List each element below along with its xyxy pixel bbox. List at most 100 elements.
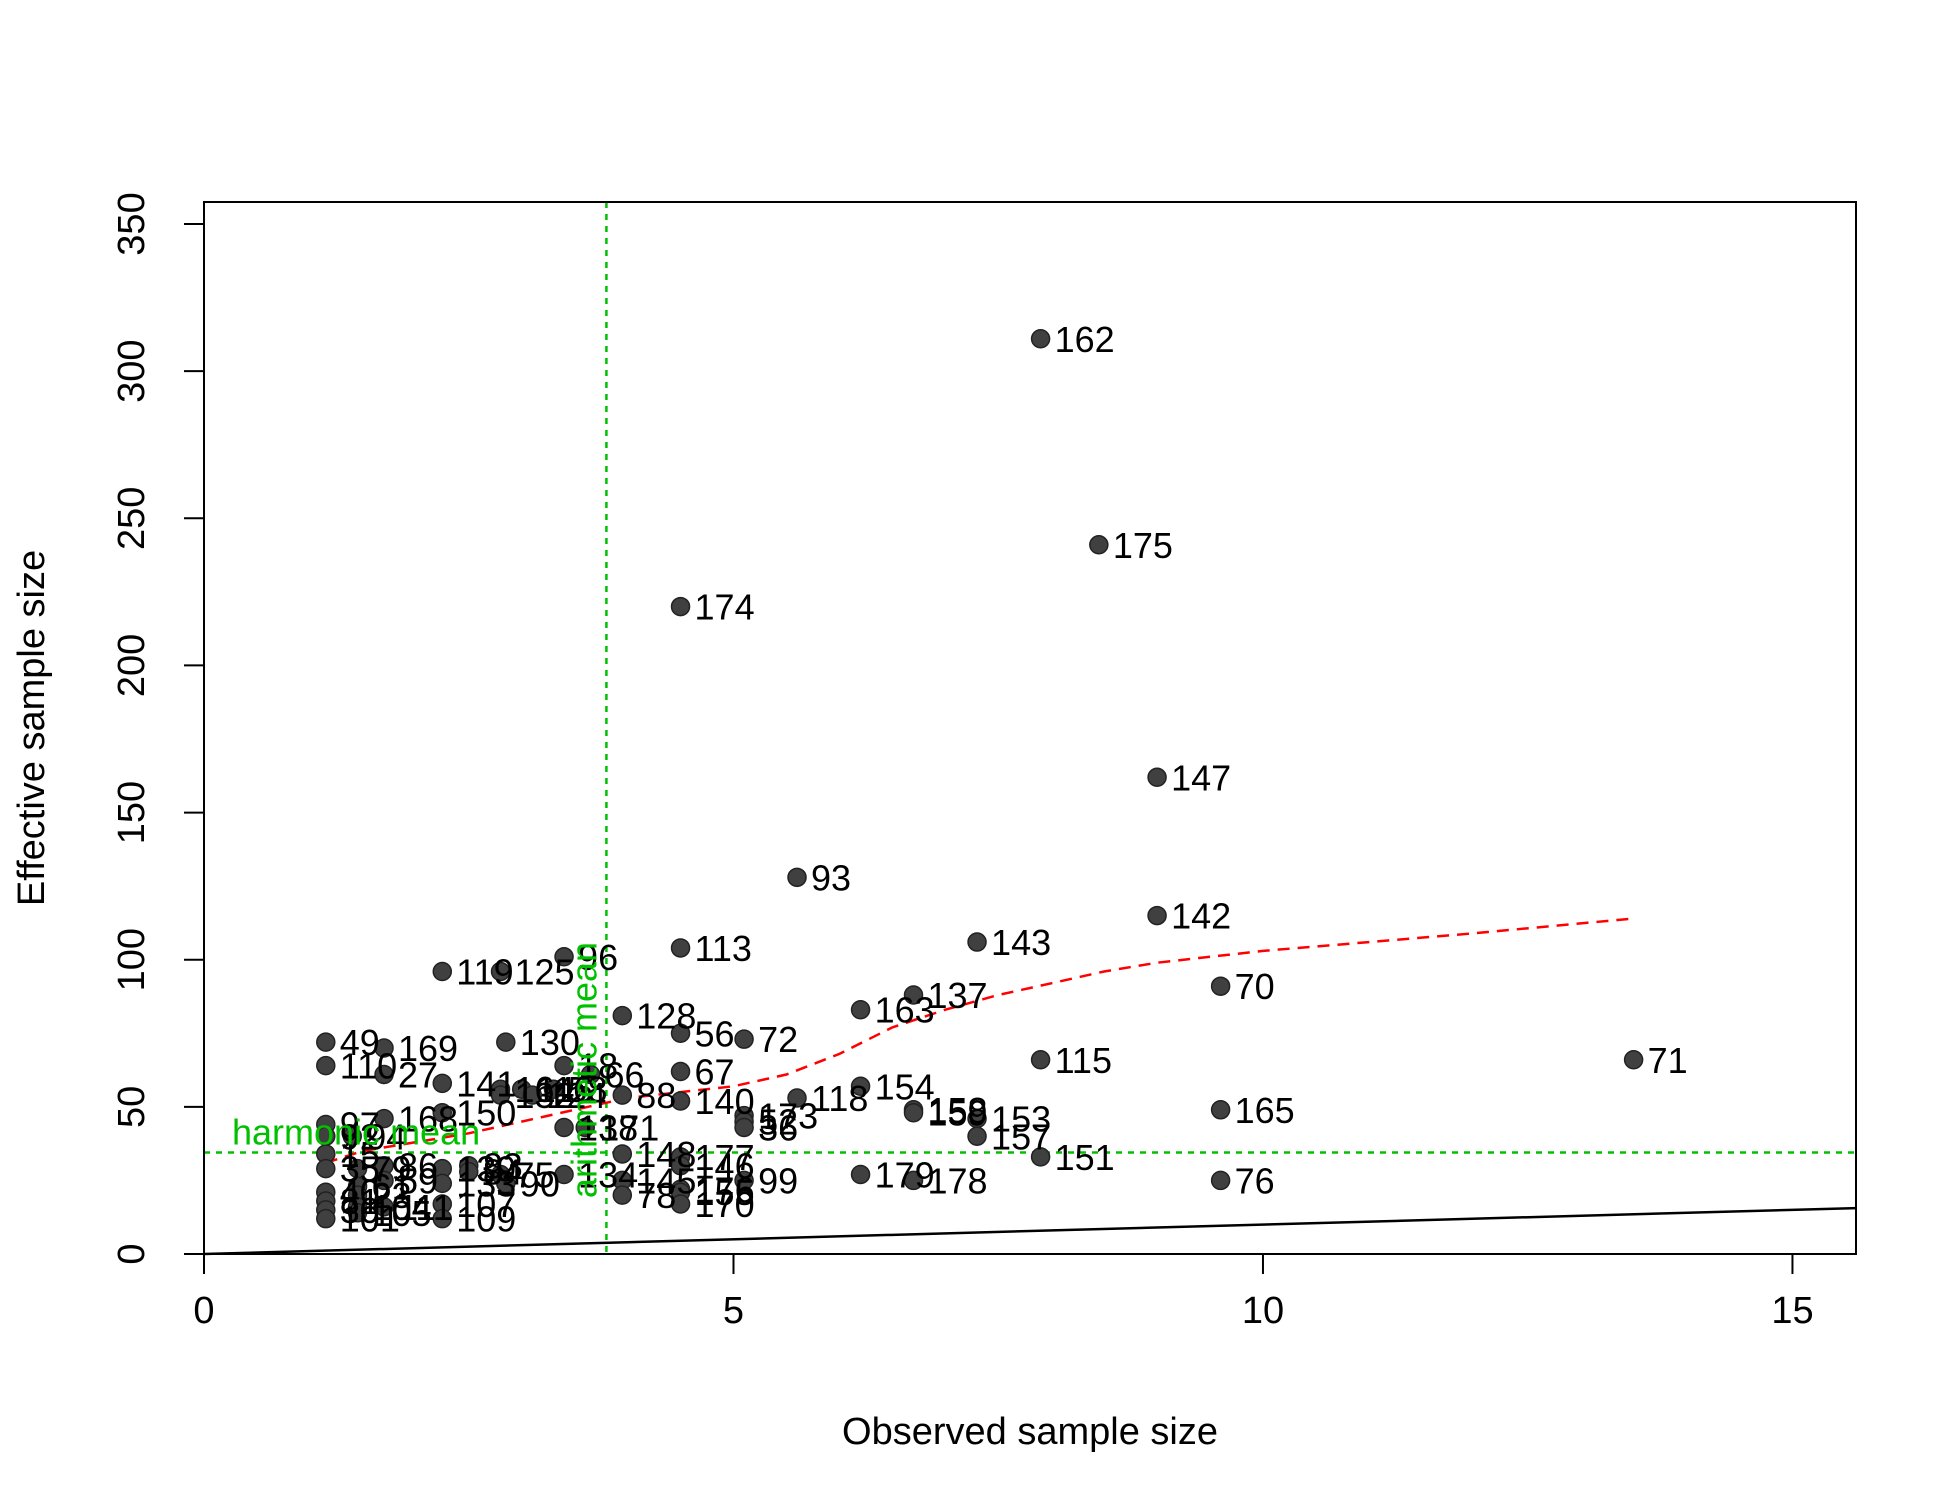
point-label: 132	[515, 1075, 575, 1116]
point-label: 169	[398, 1028, 458, 1069]
point-label: 23	[372, 1175, 412, 1216]
data-points-layer	[316, 329, 1644, 1229]
y-axis-title: Effective sample size	[11, 550, 53, 906]
data-point	[670, 938, 691, 958]
data-point	[432, 1102, 453, 1123]
data-point	[432, 1208, 453, 1229]
point-label: 170	[695, 1184, 755, 1225]
point-label: 124	[546, 1075, 606, 1116]
data-point	[967, 932, 987, 952]
point-label: 84	[483, 1152, 523, 1193]
data-point	[316, 1158, 336, 1179]
point-label: 119	[456, 951, 513, 992]
reference-line	[203, 1206, 1857, 1256]
point-label: 36	[758, 1107, 798, 1148]
data-point	[458, 1161, 479, 1182]
point-label: 128	[636, 996, 696, 1037]
data-point	[612, 1144, 633, 1164]
point-label: 141	[456, 1063, 516, 1104]
data-point	[787, 867, 807, 888]
point-label: 75	[515, 1155, 555, 1196]
y-tick-label: 350	[111, 192, 153, 255]
x-axis-title: Observed sample size	[842, 1411, 1218, 1453]
data-point	[554, 1164, 574, 1185]
data-point	[1030, 1147, 1051, 1167]
point-label: 76	[1235, 1160, 1275, 1201]
point-label: 40	[340, 1172, 380, 1213]
data-point	[342, 1126, 363, 1147]
x-tick-label: 10	[1242, 1290, 1284, 1332]
point-label: 35	[340, 1149, 380, 1190]
data-point	[850, 1076, 871, 1097]
data-point	[432, 1173, 453, 1194]
point-label: 94	[366, 1116, 406, 1157]
data-point	[543, 1079, 564, 1099]
arithmetic-mean-label: arithmetic mean	[563, 942, 604, 1198]
point-label: 153	[991, 1099, 1051, 1140]
point-label: 92	[340, 1116, 380, 1157]
point-label: 96	[578, 937, 618, 978]
data-point	[522, 1085, 543, 1105]
point-label: 165	[1235, 1090, 1295, 1131]
data-point	[1623, 1050, 1644, 1070]
data-point	[1030, 329, 1051, 349]
point-label: 138	[578, 1107, 638, 1148]
point-label: 109	[456, 1199, 516, 1240]
point-label: 101	[340, 1199, 400, 1240]
y-tick-label: 300	[111, 339, 153, 402]
data-point	[575, 1117, 595, 1138]
x-tick-label: 0	[193, 1290, 214, 1332]
data-point	[670, 1023, 691, 1044]
point-label: 116	[536, 1069, 593, 1110]
data-point	[554, 1117, 574, 1138]
point-label: 133	[456, 1163, 516, 1204]
point-label: 154	[875, 1066, 935, 1107]
point-label: 174	[695, 587, 755, 628]
data-point	[850, 999, 871, 1020]
point-label: 177	[695, 1137, 755, 1178]
y-tick-label: 50	[111, 1086, 153, 1128]
data-point	[670, 1091, 691, 1111]
point-label: 178	[928, 1160, 988, 1201]
data-point	[903, 1170, 924, 1191]
point-label: 107	[456, 1184, 516, 1225]
data-point	[734, 1029, 754, 1049]
point-label: 179	[875, 1155, 935, 1196]
point-label: 148	[636, 1134, 696, 1175]
point-label: 147	[1171, 757, 1231, 798]
y-tick-label: 150	[111, 781, 153, 844]
data-point	[612, 1005, 633, 1026]
data-point	[850, 1164, 871, 1185]
point-label: 139	[456, 1149, 516, 1190]
data-point	[1030, 1050, 1051, 1070]
point-label: 27	[398, 1054, 438, 1095]
point-label: 155	[695, 1172, 755, 1213]
data-point	[554, 1055, 574, 1076]
point-label: 49	[340, 1022, 380, 1063]
reference-line-layer	[203, 1206, 1857, 1256]
point-label: 105	[372, 1193, 432, 1234]
point-label: 18	[578, 1046, 618, 1087]
data-point	[1210, 1170, 1231, 1191]
y-tick-label: 250	[111, 487, 153, 550]
point-label: 125	[515, 951, 575, 992]
point-label: 99	[758, 1160, 798, 1201]
data-point	[580, 1064, 601, 1085]
point-label: 146	[695, 1146, 755, 1187]
data-point	[1147, 905, 1167, 926]
x-tick-label: 5	[723, 1290, 744, 1332]
y-axis: 0 50 100 150 200 250 300 350	[111, 192, 205, 1265]
data-point	[1210, 1100, 1231, 1120]
point-label: 158	[928, 1090, 988, 1131]
data-point	[374, 1064, 394, 1085]
data-point	[496, 1173, 516, 1194]
point-label: 72	[758, 1019, 798, 1060]
data-point	[374, 1108, 394, 1129]
point-label: 66	[605, 1054, 645, 1095]
data-point	[316, 1032, 336, 1052]
y-tick-label: 0	[111, 1243, 153, 1264]
data-point	[734, 1117, 754, 1138]
x-tick-label: 15	[1771, 1290, 1813, 1332]
data-point	[347, 1203, 368, 1223]
